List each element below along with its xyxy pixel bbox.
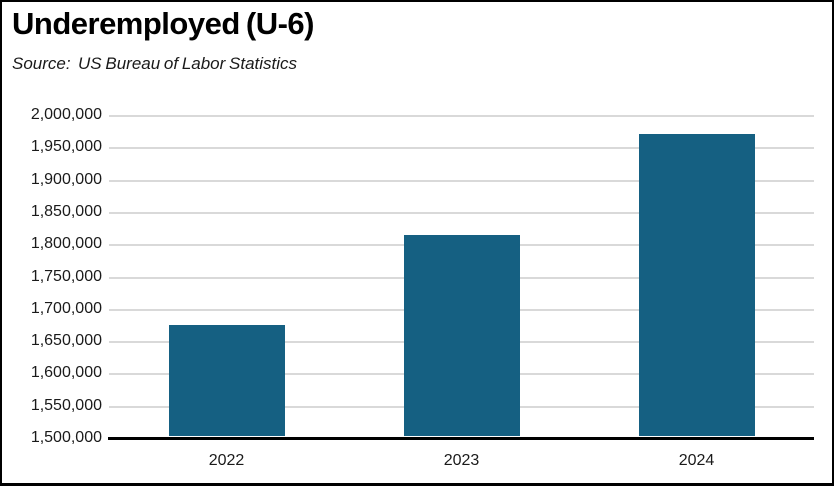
- bar-2024: [638, 134, 755, 437]
- y-axis-tick-label: 1,550,000: [30, 396, 102, 414]
- gridline: [109, 115, 814, 117]
- y-axis-tick-label: 1,850,000: [30, 202, 102, 220]
- x-axis-label: 2024: [678, 452, 715, 469]
- y-axis-tick-label: 1,750,000: [30, 267, 102, 285]
- y-axis-tick-label: 1,600,000: [30, 364, 102, 382]
- bar-2023: [403, 234, 520, 437]
- gridline: [109, 147, 814, 150]
- y-axis-tick-label: 2,000,000: [30, 106, 102, 123]
- y-axis-tick-label: 1,950,000: [30, 138, 102, 156]
- y-axis-tick-label: 1,500,000: [30, 429, 102, 446]
- x-axis-line: [108, 437, 814, 440]
- chart-source-caption: Source: US Bureau of Labor Statistics: [12, 54, 298, 73]
- gridline: [109, 211, 814, 214]
- chart-title: Underemployed (U-6): [12, 6, 314, 41]
- bar-2022: [168, 324, 285, 437]
- x-axis-label: 2022: [208, 452, 245, 469]
- y-axis-tick-label: 1,700,000: [30, 299, 102, 317]
- y-axis-tick-label: 1,800,000: [30, 235, 102, 253]
- gridline: [109, 179, 814, 182]
- y-axis-tick-label: 1,650,000: [30, 332, 102, 350]
- y-axis-tick-label: 1,900,000: [30, 170, 102, 188]
- x-axis-label: 2023: [443, 452, 480, 469]
